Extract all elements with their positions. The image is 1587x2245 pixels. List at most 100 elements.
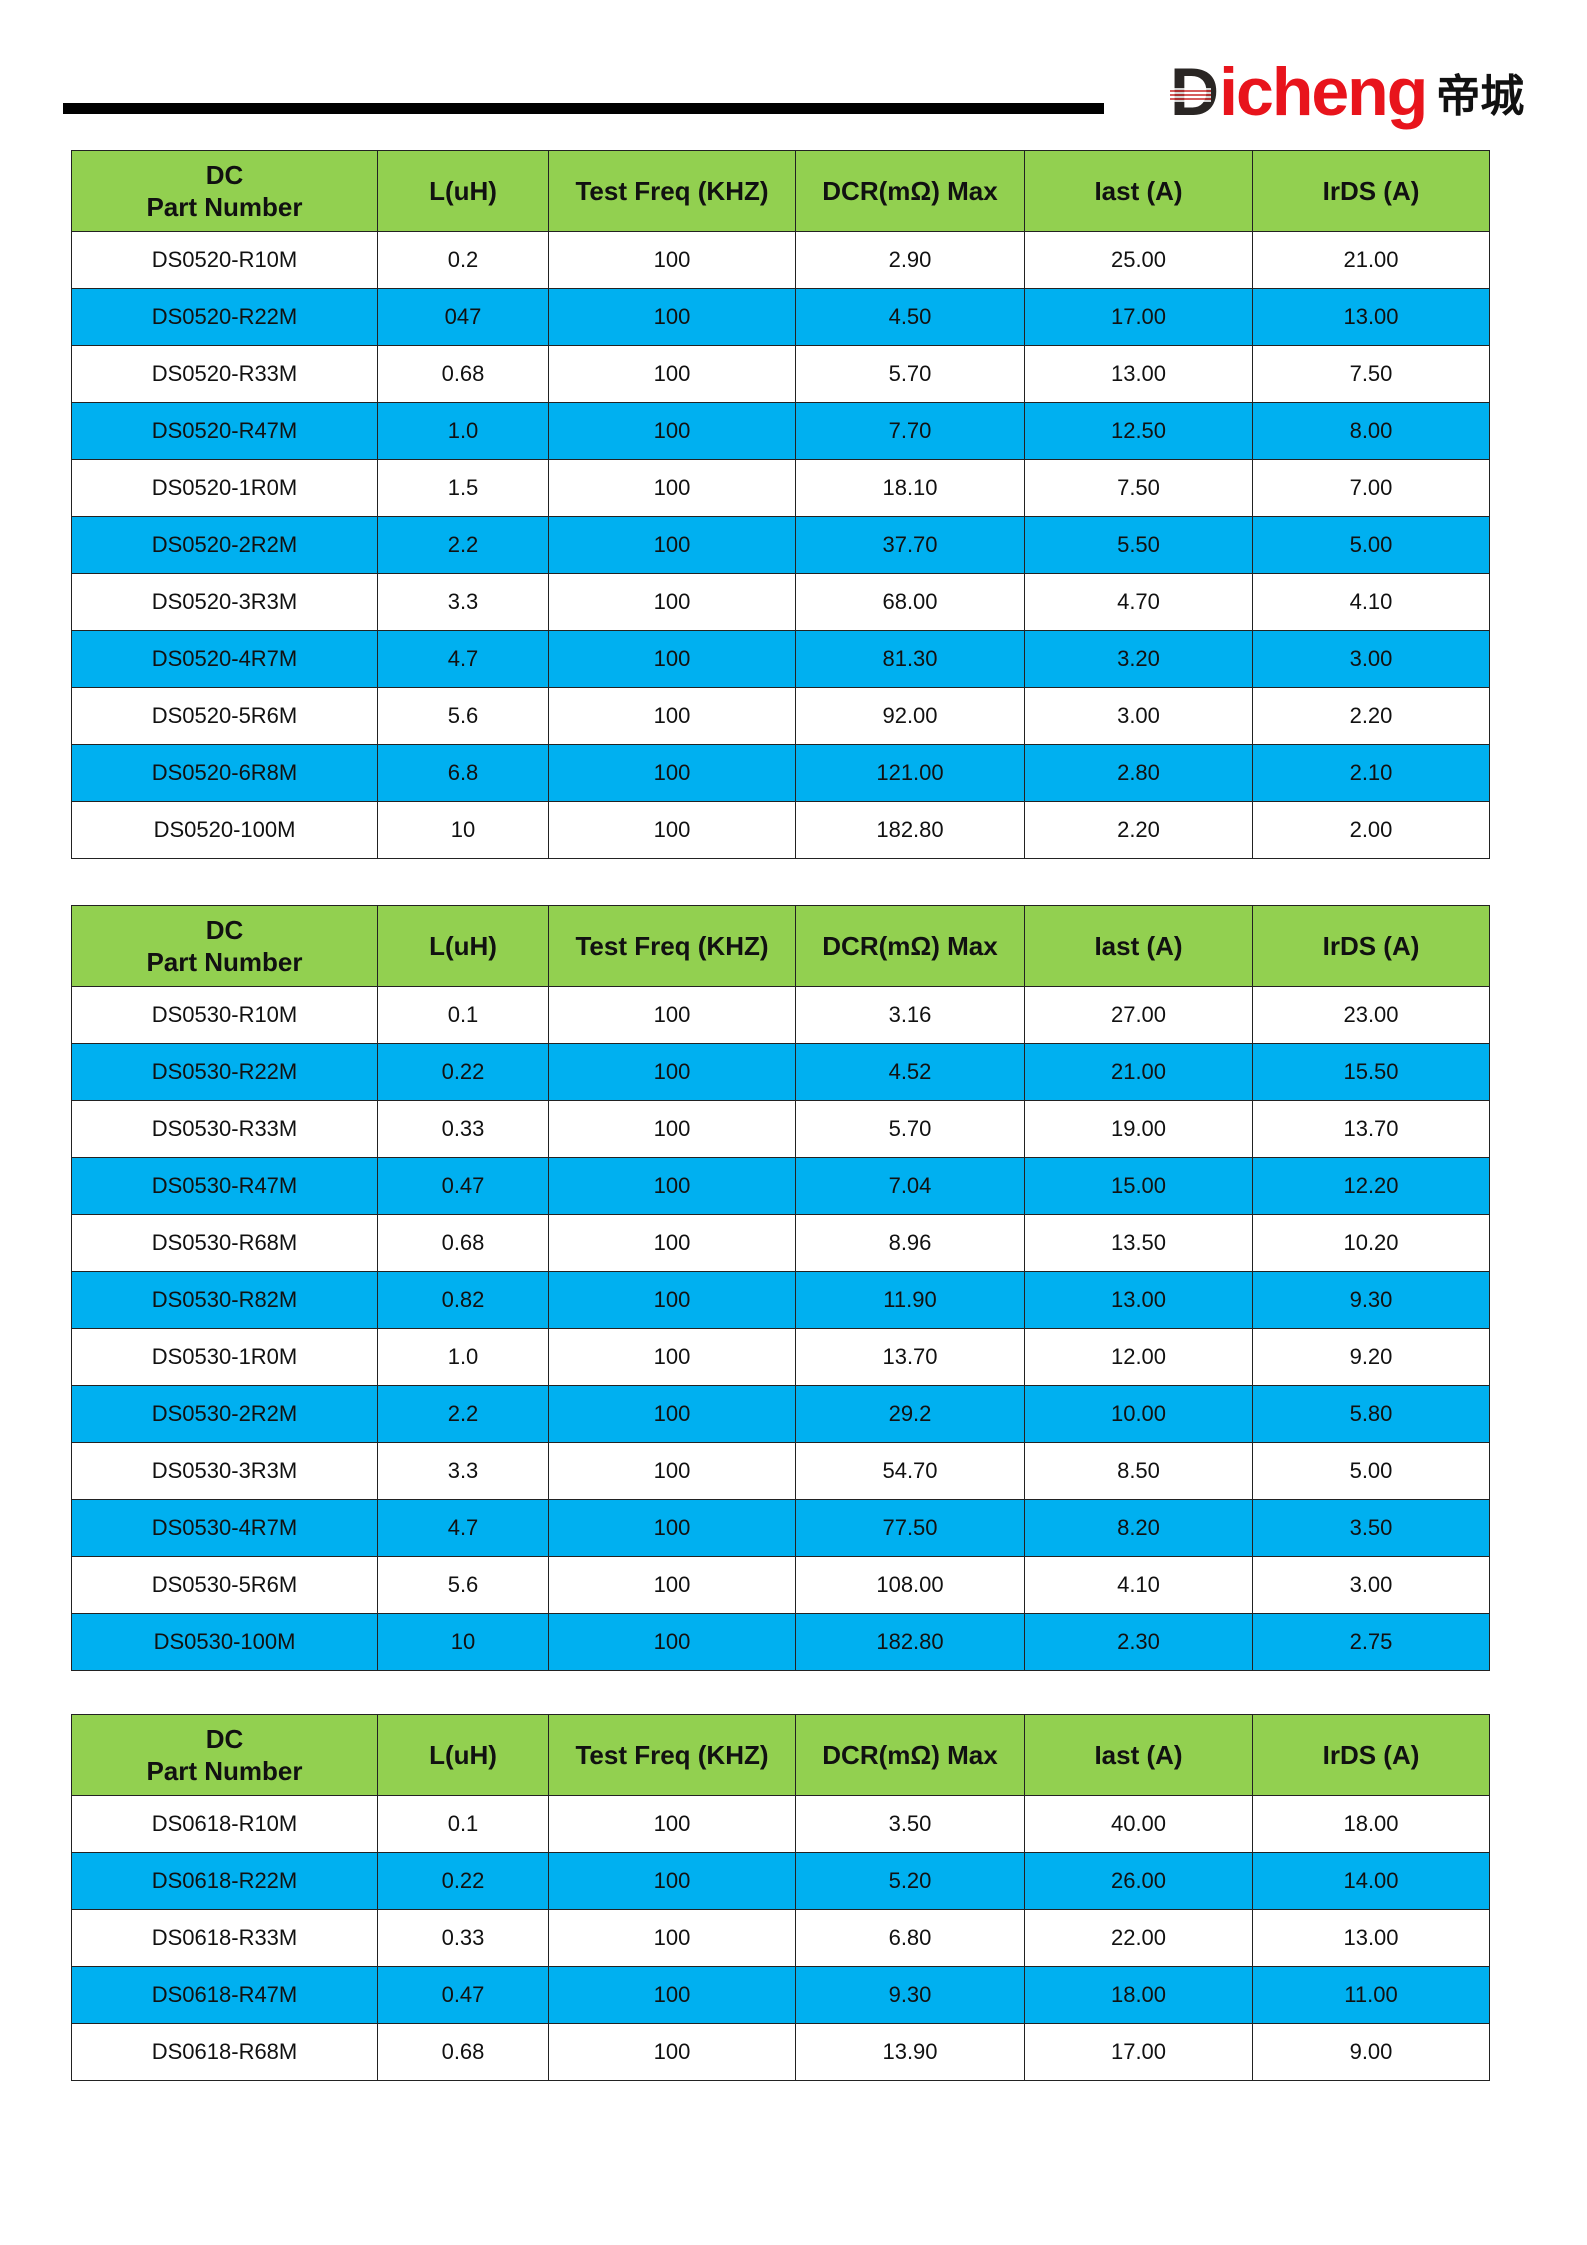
table-row: DS0530-1R0M 1.0 100 13.70 12.00 9.20 <box>71 1328 1490 1386</box>
header-irds: IrDS (A) <box>1252 905 1490 987</box>
header-dcr-max: DCR(mΩ) Max <box>795 1714 1025 1796</box>
cell-test-freq: 100 <box>548 1157 796 1215</box>
cell-iast: 7.50 <box>1024 459 1253 517</box>
cell-iast: 4.10 <box>1024 1556 1253 1614</box>
table-row: DS0520-3R3M 3.3 100 68.00 4.70 4.10 <box>71 573 1490 631</box>
cell-irds: 14.00 <box>1252 1852 1490 1910</box>
cell-irds: 7.00 <box>1252 459 1490 517</box>
cell-dcr-max: 81.30 <box>795 630 1025 688</box>
cell-inductance: 0.68 <box>377 345 549 403</box>
table-row: DS0530-R22M 0.22 100 4.52 21.00 15.50 <box>71 1043 1490 1101</box>
cell-test-freq: 100 <box>548 801 796 859</box>
table-row: DS0530-5R6M 5.6 100 108.00 4.10 3.00 <box>71 1556 1490 1614</box>
cell-part-number: DS0520-R22M <box>71 288 378 346</box>
header-irds: IrDS (A) <box>1252 1714 1490 1796</box>
cell-part-number: DS0618-R68M <box>71 2023 378 2081</box>
cell-test-freq: 100 <box>548 1442 796 1500</box>
cell-dcr-max: 54.70 <box>795 1442 1025 1500</box>
header-text: DC <box>205 1724 244 1754</box>
cell-part-number: DS0530-1R0M <box>71 1328 378 1386</box>
cell-iast: 10.00 <box>1024 1385 1253 1443</box>
cell-iast: 26.00 <box>1024 1852 1253 1910</box>
header-irds: IrDS (A) <box>1252 150 1490 232</box>
cell-test-freq: 100 <box>548 1795 796 1853</box>
cell-inductance: 0.2 <box>377 231 549 289</box>
cell-part-number: DS0520-100M <box>71 801 378 859</box>
table-row: DS0618-R33M 0.33 100 6.80 22.00 13.00 <box>71 1909 1490 1967</box>
cell-inductance: 0.22 <box>377 1043 549 1101</box>
cell-irds: 5.00 <box>1252 1442 1490 1500</box>
cell-dcr-max: 182.80 <box>795 1613 1025 1671</box>
cell-inductance: 3.3 <box>377 573 549 631</box>
cell-inductance: 10 <box>377 801 549 859</box>
cell-inductance: 4.7 <box>377 1499 549 1557</box>
header-row: DC Part Number L(uH) Test Freq (KHZ) DCR(mΩ)… <box>71 150 1490 232</box>
cell-part-number: DS0530-R33M <box>71 1100 378 1158</box>
cell-dcr-max: 4.50 <box>795 288 1025 346</box>
cell-test-freq: 100 <box>548 516 796 574</box>
cell-test-freq: 100 <box>548 744 796 802</box>
cell-inductance: 0.33 <box>377 1909 549 1967</box>
logo-chinese: 帝城 <box>1436 71 1525 122</box>
header-iast: Iast (A) <box>1024 150 1253 232</box>
cell-irds: 4.10 <box>1252 573 1490 631</box>
cell-dcr-max: 29.2 <box>795 1385 1025 1443</box>
cell-part-number: DS0530-100M <box>71 1613 378 1671</box>
header-inductance: L(uH) <box>377 1714 549 1796</box>
cell-inductance: 5.6 <box>377 1556 549 1614</box>
cell-test-freq: 100 <box>548 1499 796 1557</box>
cell-dcr-max: 5.20 <box>795 1852 1025 1910</box>
spec-table-ds0530: DC Part Number L(uH) Test Freq (KHZ) DCR(mΩ)… <box>71 905 1490 1671</box>
spec-table-ds0520: DC Part Number L(uH) Test Freq (KHZ) DCR(mΩ)… <box>71 150 1490 859</box>
cell-iast: 8.20 <box>1024 1499 1253 1557</box>
cell-test-freq: 100 <box>548 1613 796 1671</box>
cell-part-number: DS0520-3R3M <box>71 573 378 631</box>
cell-inductance: 6.8 <box>377 744 549 802</box>
table-row: DS0530-R47M 0.47 100 7.04 15.00 12.20 <box>71 1157 1490 1215</box>
cell-dcr-max: 77.50 <box>795 1499 1025 1557</box>
cell-dcr-max: 3.50 <box>795 1795 1025 1853</box>
cell-iast: 3.00 <box>1024 687 1253 745</box>
cell-test-freq: 100 <box>548 1852 796 1910</box>
cell-iast: 17.00 <box>1024 2023 1253 2081</box>
cell-dcr-max: 13.70 <box>795 1328 1025 1386</box>
cell-test-freq: 100 <box>548 402 796 460</box>
cell-inductance: 0.68 <box>377 1214 549 1272</box>
cell-test-freq: 100 <box>548 1214 796 1272</box>
table-row: DS0530-R68M 0.68 100 8.96 13.50 10.20 <box>71 1214 1490 1272</box>
cell-inductance: 1.0 <box>377 1328 549 1386</box>
cell-dcr-max: 5.70 <box>795 1100 1025 1158</box>
cell-iast: 21.00 <box>1024 1043 1253 1101</box>
header-text: Part Number <box>146 192 303 222</box>
cell-irds: 3.50 <box>1252 1499 1490 1557</box>
cell-dcr-max: 11.90 <box>795 1271 1025 1329</box>
cell-inductance: 2.2 <box>377 516 549 574</box>
cell-dcr-max: 5.70 <box>795 345 1025 403</box>
cell-inductance: 5.6 <box>377 687 549 745</box>
cell-part-number: DS0530-R68M <box>71 1214 378 1272</box>
cell-dcr-max: 182.80 <box>795 801 1025 859</box>
cell-test-freq: 100 <box>548 1909 796 1967</box>
cell-inductance: 0.1 <box>377 986 549 1044</box>
cell-inductance: 0.82 <box>377 1271 549 1329</box>
cell-iast: 18.00 <box>1024 1966 1253 2024</box>
cell-iast: 40.00 <box>1024 1795 1253 1853</box>
cell-part-number: DS0520-R10M <box>71 231 378 289</box>
dicheng-logo: D icheng 帝城 <box>1170 52 1524 132</box>
cell-test-freq: 100 <box>548 2023 796 2081</box>
cell-dcr-max: 3.16 <box>795 986 1025 1044</box>
cell-part-number: DS0520-R47M <box>71 402 378 460</box>
cell-iast: 19.00 <box>1024 1100 1253 1158</box>
cell-iast: 2.80 <box>1024 744 1253 802</box>
cell-irds: 2.10 <box>1252 744 1490 802</box>
table-row: DS0520-1R0M 1.5 100 18.10 7.50 7.00 <box>71 459 1490 517</box>
header-row: DC Part Number L(uH) Test Freq (KHZ) DCR(mΩ)… <box>71 905 1490 987</box>
cell-part-number: DS0530-2R2M <box>71 1385 378 1443</box>
cell-part-number: DS0530-4R7M <box>71 1499 378 1557</box>
table-row: DS0618-R47M 0.47 100 9.30 18.00 11.00 <box>71 1966 1490 2024</box>
cell-inductance: 2.2 <box>377 1385 549 1443</box>
cell-test-freq: 100 <box>548 630 796 688</box>
header-text: DC <box>205 160 244 190</box>
cell-part-number: DS0530-R22M <box>71 1043 378 1101</box>
cell-part-number: DS0520-4R7M <box>71 630 378 688</box>
